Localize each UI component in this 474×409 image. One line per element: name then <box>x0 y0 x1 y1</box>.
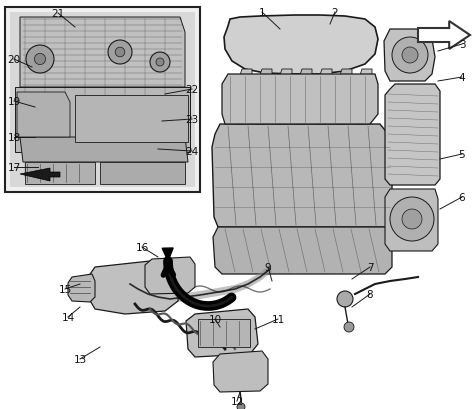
Circle shape <box>26 46 54 74</box>
Polygon shape <box>385 189 438 252</box>
Circle shape <box>402 209 422 229</box>
Text: 18: 18 <box>8 133 21 143</box>
Polygon shape <box>20 138 188 163</box>
Polygon shape <box>20 18 185 88</box>
Polygon shape <box>224 16 378 75</box>
Circle shape <box>390 198 434 241</box>
Polygon shape <box>234 70 252 125</box>
Polygon shape <box>222 75 378 125</box>
Text: 10: 10 <box>209 314 221 324</box>
Text: 2: 2 <box>332 8 338 18</box>
Text: 1: 1 <box>259 8 265 18</box>
Text: 12: 12 <box>230 396 244 406</box>
Bar <box>25 163 95 184</box>
Polygon shape <box>314 70 332 125</box>
Bar <box>198 319 250 347</box>
Text: 16: 16 <box>136 243 149 252</box>
Text: 19: 19 <box>8 97 21 107</box>
Text: 23: 23 <box>185 115 199 125</box>
Text: 9: 9 <box>264 262 271 272</box>
Text: 22: 22 <box>185 85 199 95</box>
Polygon shape <box>75 96 188 143</box>
Text: 20: 20 <box>8 55 20 65</box>
Text: 17: 17 <box>8 163 21 173</box>
Bar <box>10 13 195 188</box>
Text: 11: 11 <box>272 314 284 324</box>
Text: 3: 3 <box>459 40 465 50</box>
Polygon shape <box>294 70 312 125</box>
Bar <box>100 163 185 184</box>
Polygon shape <box>334 70 352 125</box>
Circle shape <box>35 54 46 65</box>
Text: 8: 8 <box>367 289 374 299</box>
Polygon shape <box>17 93 70 138</box>
Circle shape <box>156 59 164 67</box>
Circle shape <box>392 38 428 74</box>
Circle shape <box>237 403 245 409</box>
Text: 4: 4 <box>459 73 465 83</box>
Polygon shape <box>213 351 268 392</box>
Polygon shape <box>385 85 440 186</box>
Polygon shape <box>145 257 195 294</box>
Text: 7: 7 <box>367 262 374 272</box>
Polygon shape <box>68 274 95 302</box>
Polygon shape <box>354 70 372 125</box>
Text: 13: 13 <box>73 354 87 364</box>
Polygon shape <box>186 309 258 357</box>
Text: 6: 6 <box>459 193 465 202</box>
Text: 15: 15 <box>58 284 72 294</box>
Text: 5: 5 <box>459 150 465 160</box>
Polygon shape <box>274 70 292 125</box>
Polygon shape <box>88 261 180 314</box>
Polygon shape <box>384 30 435 82</box>
Polygon shape <box>418 22 470 50</box>
Text: 21: 21 <box>51 9 64 19</box>
Polygon shape <box>15 88 190 153</box>
Circle shape <box>115 48 125 58</box>
Circle shape <box>402 48 418 64</box>
Polygon shape <box>162 248 173 261</box>
Polygon shape <box>213 227 392 274</box>
Text: 24: 24 <box>185 147 199 157</box>
Circle shape <box>150 53 170 73</box>
Circle shape <box>344 322 354 332</box>
Bar <box>5 8 200 193</box>
Polygon shape <box>212 125 392 227</box>
Text: 14: 14 <box>61 312 74 322</box>
Polygon shape <box>254 70 272 125</box>
Polygon shape <box>20 169 60 182</box>
Circle shape <box>108 41 132 65</box>
Circle shape <box>337 291 353 307</box>
